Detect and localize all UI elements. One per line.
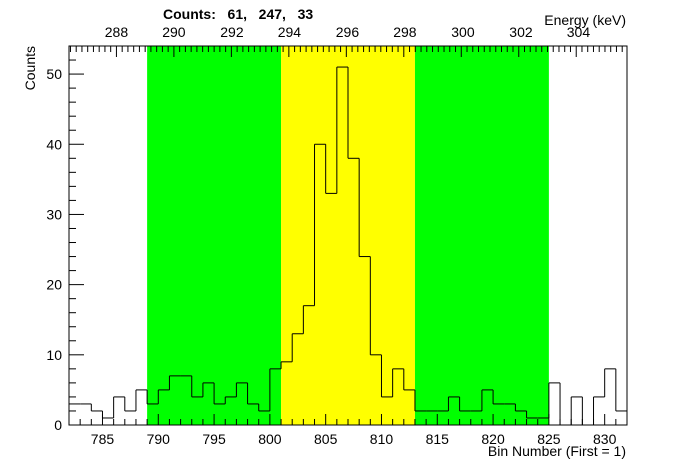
x-tick-label: 790 [147, 431, 171, 447]
x-tick-label: 785 [91, 431, 115, 447]
x2-tick-label: 288 [105, 24, 129, 40]
x-tick-label: 795 [202, 431, 226, 447]
x2-axis-energy: 288 290 292 294 296 298 300 302 304 [69, 24, 623, 57]
region-right-background [414, 46, 549, 425]
x2-tick-label: 304 [567, 24, 591, 40]
x-tick-label: 820 [481, 431, 505, 447]
y-tick-label: 10 [46, 347, 62, 363]
chart-title: Counts: 61, 247, 33 [163, 6, 313, 22]
x-tick-label: 825 [537, 431, 561, 447]
y-tick-label: 20 [46, 277, 62, 293]
x2-tick-label: 302 [509, 24, 533, 40]
x2-tick-label: 292 [220, 24, 244, 40]
x2-axis-title: Energy (keV) [544, 12, 626, 28]
y-axis-title: Counts [22, 46, 38, 90]
x2-tick-label: 300 [451, 24, 475, 40]
x-axis-title: Bin Number (First = 1) [488, 443, 626, 459]
x-axis-bin-number: 785 790 795 800 805 810 815 820 825 830 [68, 414, 628, 447]
x2-tick-label: 296 [336, 24, 360, 40]
x-tick-label: 815 [426, 431, 450, 447]
x-tick-label: 810 [370, 431, 394, 447]
x2-tick-label: 294 [278, 24, 302, 40]
region-left-background [147, 46, 282, 425]
y-tick-label: 0 [54, 417, 62, 433]
y-axis-counts: 0 10 20 30 40 50 [46, 45, 84, 433]
x2-tick-label: 298 [393, 24, 417, 40]
x-tick-label: 800 [258, 431, 282, 447]
x2-tick-label: 290 [162, 24, 186, 40]
y-tick-label: 30 [46, 206, 62, 222]
x-tick-label: 805 [314, 431, 338, 447]
y-tick-label: 50 [46, 66, 62, 82]
y-tick-label: 40 [46, 136, 62, 152]
x-tick-label: 830 [593, 431, 617, 447]
